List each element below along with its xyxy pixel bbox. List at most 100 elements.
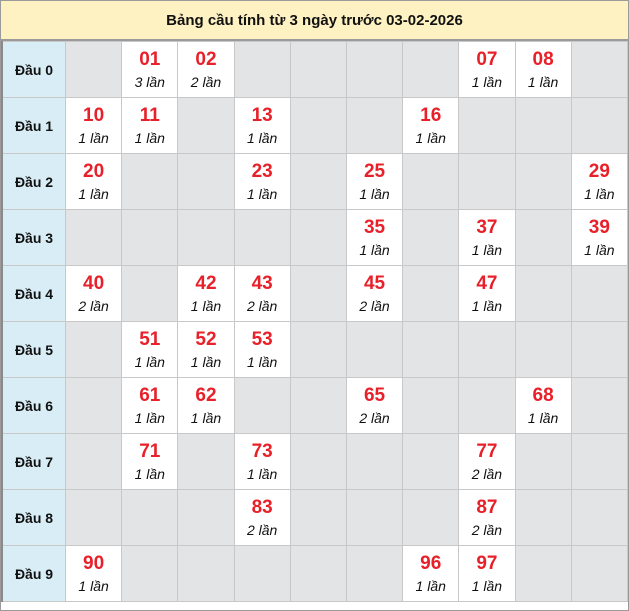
number-value: 87 (476, 497, 498, 518)
number-value: 37 (476, 217, 498, 238)
empty-cell (570, 41, 629, 98)
empty-cell (177, 209, 235, 266)
number-cell: 29 1 lần (570, 153, 629, 210)
number-value: 08 (532, 49, 554, 70)
number-cell: 52 1 lần (177, 321, 235, 378)
table-row: Đầu 8 83 2 lần 87 2 lần (1, 489, 629, 546)
number-cell: 40 2 lần (64, 265, 123, 322)
occurrence-count: 1 lần (78, 130, 109, 146)
empty-cell (570, 433, 629, 490)
number-value: 35 (363, 217, 386, 238)
occurrence-count: 1 lần (78, 578, 109, 594)
occurrence-count: 1 lần (190, 410, 222, 426)
empty-cell (289, 321, 347, 378)
table-row: Đầu 5 51 1 lần 52 1 lần 53 1 lần (1, 321, 629, 378)
empty-cell (233, 209, 291, 266)
empty-cell (458, 97, 516, 154)
table-row: Đầu 1 10 1 lần 11 1 lần 13 1 lần 16 1 lần (1, 97, 629, 154)
occurrence-count: 1 lần (134, 466, 165, 482)
occurrence-count: 1 lần (246, 130, 278, 146)
occurrence-count: 1 lần (190, 298, 222, 314)
number-cell: 16 1 lần (402, 97, 460, 154)
table-row: Đầu 4 40 2 lần 42 1 lần 43 2 lần 45 2 lần 47 1 lần (1, 265, 629, 322)
number-value: 07 (476, 49, 498, 70)
empty-cell (64, 41, 123, 98)
empty-cell (289, 377, 347, 434)
number-cell: 73 1 lần (233, 433, 291, 490)
empty-cell (514, 545, 572, 602)
occurrence-count: 1 lần (359, 242, 390, 258)
number-cell: 07 1 lần (458, 41, 516, 98)
empty-cell (402, 321, 460, 378)
occurrence-count: 1 lần (246, 186, 278, 202)
empty-cell (570, 97, 629, 154)
number-cell: 02 2 lần (177, 41, 235, 98)
empty-cell (289, 433, 347, 490)
number-value: 47 (476, 273, 498, 294)
empty-cell (289, 97, 347, 154)
number-value: 10 (83, 105, 105, 126)
number-value: 97 (476, 553, 498, 574)
number-value: 71 (139, 441, 161, 462)
empty-cell (458, 153, 516, 210)
table-row: Đầu 0 01 3 lần 02 2 lần 07 1 lần 08 1 lần (1, 41, 629, 98)
number-value: 13 (251, 105, 273, 126)
number-cell: 42 1 lần (177, 265, 235, 322)
empty-cell (64, 489, 123, 546)
empty-cell (514, 321, 572, 378)
row-label: Đầu 8 (1, 489, 66, 546)
number-cell: 83 2 lần (233, 489, 291, 546)
row-label: Đầu 6 (1, 377, 66, 434)
number-cell: 96 1 lần (402, 545, 460, 602)
occurrence-count: 2 lần (359, 410, 390, 426)
occurrence-count: 1 lần (134, 354, 165, 370)
number-value: 02 (195, 49, 217, 70)
number-cell: 01 3 lần (121, 41, 179, 98)
empty-cell (289, 153, 347, 210)
number-value: 53 (251, 329, 273, 350)
number-cell: 53 1 lần (233, 321, 291, 378)
number-cell: 90 1 lần (64, 545, 123, 602)
occurrence-count: 2 lần (471, 522, 503, 538)
empty-cell (289, 545, 347, 602)
empty-cell (402, 153, 460, 210)
empty-cell (458, 377, 516, 434)
number-value: 40 (83, 273, 105, 294)
number-cell: 47 1 lần (458, 265, 516, 322)
empty-cell (177, 489, 235, 546)
row-label: Đầu 3 (1, 209, 66, 266)
occurrence-count: 1 lần (584, 242, 615, 258)
occurrence-count: 1 lần (134, 130, 165, 146)
number-value: 42 (195, 273, 217, 294)
occurrence-count: 1 lần (471, 578, 503, 594)
empty-cell (514, 209, 572, 266)
number-value: 25 (363, 161, 386, 182)
empty-cell (121, 265, 179, 322)
occurrence-count: 1 lần (78, 186, 109, 202)
number-value: 83 (251, 497, 273, 518)
number-cell: 65 2 lần (345, 377, 404, 434)
empty-cell (345, 433, 404, 490)
frequency-table: Đầu 0 01 3 lần 02 2 lần 07 1 lần 08 1 lần Đầu 1 10… (1, 41, 629, 602)
occurrence-count: 1 lần (471, 74, 503, 90)
number-value: 23 (251, 161, 273, 182)
occurrence-count: 1 lần (471, 242, 503, 258)
number-value: 20 (83, 161, 105, 182)
empty-cell (289, 489, 347, 546)
empty-cell (64, 209, 123, 266)
number-value: 68 (532, 385, 554, 406)
empty-cell (570, 489, 629, 546)
occurrence-count: 1 lần (359, 186, 390, 202)
occurrence-count: 2 lần (78, 298, 109, 314)
number-cell: 10 1 lần (64, 97, 123, 154)
number-cell: 37 1 lần (458, 209, 516, 266)
empty-cell (514, 153, 572, 210)
empty-cell (177, 97, 235, 154)
empty-cell (289, 41, 347, 98)
empty-cell (514, 97, 572, 154)
number-value: 43 (251, 273, 273, 294)
empty-cell (121, 209, 179, 266)
occurrence-count: 3 lần (134, 74, 165, 90)
empty-cell (570, 545, 629, 602)
